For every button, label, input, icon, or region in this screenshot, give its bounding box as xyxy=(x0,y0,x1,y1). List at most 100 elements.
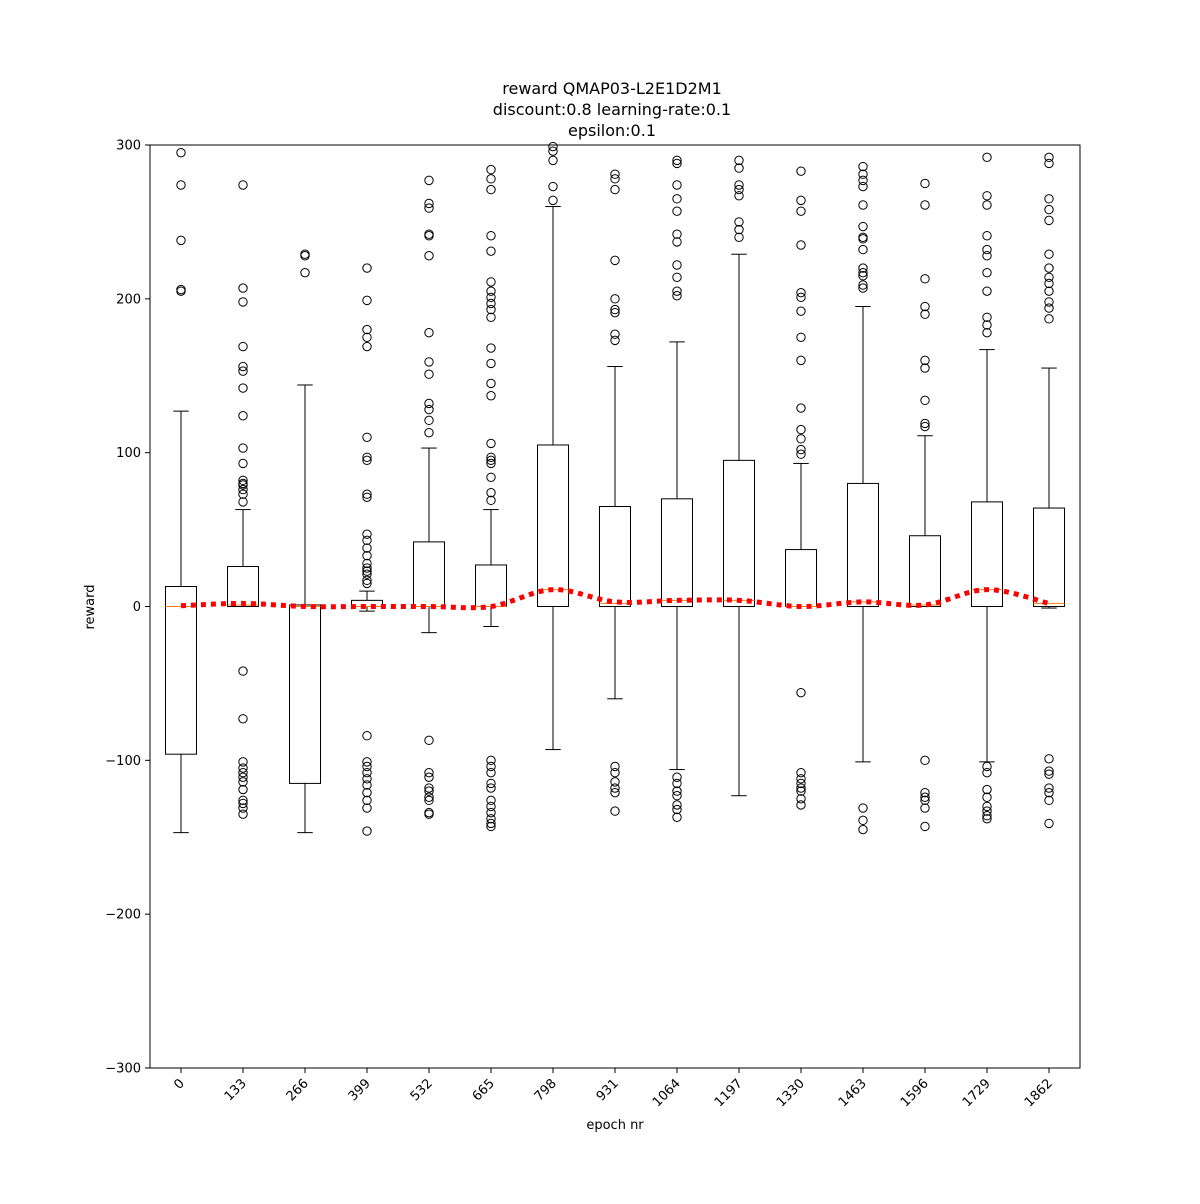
outlier-point xyxy=(362,578,372,589)
outlier-point xyxy=(858,221,868,232)
outlier-point xyxy=(858,175,868,186)
x-tick-label: 931 xyxy=(594,1076,622,1104)
outlier-point xyxy=(238,484,248,495)
outlier-point xyxy=(362,575,372,586)
outlier-point xyxy=(362,452,372,462)
outlier-point xyxy=(1044,286,1054,296)
outlier-point xyxy=(796,240,806,250)
outlier-point xyxy=(672,180,682,190)
y-tick-label: −200 xyxy=(105,908,141,923)
box-iqr xyxy=(351,599,383,608)
outlier-point xyxy=(238,297,248,307)
outlier-point xyxy=(1044,263,1054,273)
outlier-point xyxy=(734,155,744,166)
box-group xyxy=(1033,152,1065,829)
outlier-point xyxy=(858,263,868,273)
outlier-point xyxy=(982,191,992,201)
outlier-point xyxy=(982,286,992,296)
outlier-point xyxy=(486,761,496,772)
outlier-point xyxy=(486,455,496,466)
outlier-point xyxy=(1044,152,1054,163)
outlier-point xyxy=(1044,278,1054,289)
outlier-point xyxy=(610,294,620,304)
outlier-point xyxy=(362,263,372,273)
outlier-point xyxy=(858,267,868,278)
outlier-point xyxy=(238,366,248,376)
mean-line-series xyxy=(180,587,1050,611)
outlier-point xyxy=(982,244,992,255)
outlier-point xyxy=(796,800,806,810)
outlier-point xyxy=(486,292,496,302)
outlier-point xyxy=(920,363,930,373)
outlier-point xyxy=(238,809,248,819)
outlier-point xyxy=(672,812,682,822)
outlier-point xyxy=(858,824,868,835)
outlier-point xyxy=(486,495,496,506)
outlier-point xyxy=(796,306,806,316)
outlier-point xyxy=(1044,215,1054,226)
outlier-point xyxy=(610,767,620,778)
y-tick-label: 300 xyxy=(116,139,141,154)
outlier-point xyxy=(424,427,434,438)
outlier-point xyxy=(486,767,496,778)
outlier-point xyxy=(734,163,744,173)
outlier-point xyxy=(238,777,248,787)
outlier-point xyxy=(238,475,248,486)
outlier-point xyxy=(610,777,620,787)
outlier-point xyxy=(238,757,248,767)
box-iqr xyxy=(599,506,631,607)
outlier-point xyxy=(1044,787,1054,798)
outlier-point xyxy=(920,178,930,189)
outlier-point xyxy=(486,801,496,812)
outlier-point xyxy=(486,778,496,789)
outlier-point xyxy=(672,291,682,301)
x-tick-label: 665 xyxy=(470,1076,498,1104)
box-group xyxy=(537,141,569,751)
outlier-point xyxy=(486,783,496,793)
outlier-point xyxy=(424,404,434,415)
outlier-point xyxy=(610,307,620,318)
x-tick-label: 1596 xyxy=(898,1076,932,1110)
outlier-point xyxy=(486,755,496,766)
outlier-point xyxy=(796,444,806,455)
outlier-point xyxy=(362,826,372,836)
outlier-point xyxy=(796,206,806,216)
outlier-point xyxy=(362,563,372,573)
outlier-point xyxy=(424,203,434,213)
box-series xyxy=(165,141,1065,836)
outlier-point xyxy=(982,784,992,795)
x-tick-label: 1862 xyxy=(1022,1076,1056,1110)
outlier-point xyxy=(424,735,434,746)
outlier-point xyxy=(672,158,682,169)
outlier-point xyxy=(486,184,496,195)
outlier-point xyxy=(920,355,930,366)
outlier-point xyxy=(610,184,620,195)
outlier-point xyxy=(982,251,992,261)
box-group xyxy=(661,155,693,822)
outlier-point xyxy=(920,755,930,766)
outlier-point xyxy=(424,398,434,409)
box-group xyxy=(909,178,941,832)
outlier-point xyxy=(672,778,682,789)
outlier-point xyxy=(486,343,496,353)
outlier-point xyxy=(920,787,930,798)
box-iqr xyxy=(1033,507,1065,607)
outlier-point xyxy=(486,438,496,449)
outlier-point xyxy=(362,551,372,561)
box-iqr xyxy=(537,444,569,607)
outlier-point xyxy=(548,155,558,166)
outlier-point xyxy=(486,174,496,184)
outlier-point xyxy=(796,767,806,778)
outlier-point xyxy=(362,295,372,306)
outlier-point xyxy=(796,783,806,793)
outlier-point xyxy=(486,391,496,401)
outlier-point xyxy=(238,803,248,813)
outlier-point xyxy=(610,761,620,772)
x-tick-label: 798 xyxy=(532,1076,560,1104)
outlier-point xyxy=(238,283,248,293)
outlier-point xyxy=(610,174,620,184)
outlier-point xyxy=(486,807,496,818)
outlier-point xyxy=(362,332,372,342)
outlier-point xyxy=(1044,272,1054,282)
outlier-point xyxy=(486,818,496,829)
